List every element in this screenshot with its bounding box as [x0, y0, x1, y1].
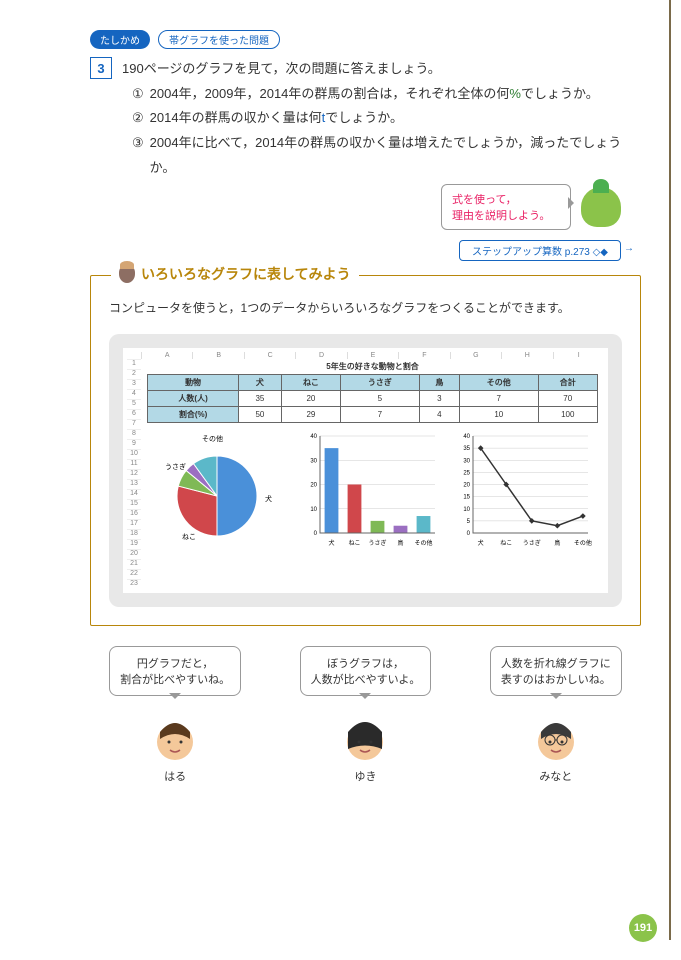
- svg-text:ねこ: ねこ: [348, 540, 360, 547]
- svg-text:うさぎ: うさぎ: [368, 539, 386, 547]
- svg-text:10: 10: [310, 507, 317, 513]
- svg-text:15: 15: [463, 495, 470, 501]
- svg-text:0: 0: [467, 531, 471, 537]
- svg-text:うさぎ: うさぎ: [523, 539, 541, 547]
- sub-num: ③: [132, 131, 144, 180]
- sub-num: ①: [132, 82, 144, 107]
- svg-text:ねこ: ねこ: [500, 540, 512, 547]
- spreadsheet: ABCDEFGHI 123456789101112131415161718192…: [109, 334, 622, 607]
- svg-text:うさぎ: うさぎ: [165, 462, 186, 471]
- svg-text:0: 0: [314, 531, 318, 537]
- char-face: [340, 714, 390, 764]
- svg-text:犬: 犬: [478, 539, 484, 547]
- svg-text:鳥: 鳥: [397, 539, 403, 547]
- question-number: 3: [90, 57, 112, 79]
- hint-line1: 式を使って，: [452, 191, 560, 207]
- svg-text:40: 40: [463, 434, 470, 440]
- bar-chart: 0 10 20 30 40 犬 ねこ うさぎ 鳥 その他: [300, 431, 445, 551]
- svg-text:ねこ: ねこ: [182, 533, 196, 541]
- sub-num: ②: [132, 106, 144, 131]
- sub-text: 2004年，2009年，2014年の群馬の割合は，それぞれ全体の何%でしょうか。: [150, 82, 599, 107]
- char-name: はる: [164, 768, 186, 784]
- char-face: [531, 714, 581, 764]
- svg-text:30: 30: [463, 458, 470, 464]
- acorn-icon: [119, 265, 135, 283]
- char-bubble: 円グラフだと，割合が比べやすいね。: [109, 646, 241, 696]
- svg-text:20: 20: [310, 483, 317, 489]
- tashikame-badge: たしかめ: [90, 30, 150, 49]
- svg-text:40: 40: [310, 434, 317, 440]
- svg-text:5: 5: [467, 519, 471, 525]
- svg-text:その他: その他: [414, 539, 432, 547]
- char-name: ゆき: [354, 768, 376, 784]
- svg-text:犬: 犬: [265, 494, 272, 503]
- graph-panel: いろいろなグラフに表してみよう コンピュータを使うと，1つのデータからいろいろな…: [90, 275, 641, 626]
- line-chart: 0 5 10 15 20 25 30 35 40 犬 ねこ うさぎ 鳥 その他: [453, 431, 598, 551]
- data-table: 動物犬ねこうさぎ鳥その他合計 人数(人)352053770 割合(%)50297…: [147, 374, 598, 423]
- svg-text:30: 30: [310, 458, 317, 464]
- sub-text: 2004年に比べて，2014年の群馬の収かく量は増えたでしょうか，減ったでしょう…: [150, 131, 641, 180]
- hint-bubble: 式を使って， 理由を説明しよう。: [441, 184, 571, 230]
- svg-text:35: 35: [463, 446, 470, 452]
- table-title: 5年生の好きな動物と割合: [147, 361, 598, 372]
- svg-text:その他: その他: [202, 434, 223, 443]
- svg-text:その他: その他: [574, 539, 592, 547]
- hint-line2: 理由を説明しよう。: [452, 207, 560, 223]
- pie-chart: うさぎ その他犬ねこ: [147, 431, 292, 551]
- svg-text:犬: 犬: [328, 539, 334, 547]
- page-number: 191: [629, 914, 657, 942]
- char-bubble: ぼうグラフは，人数が比べやすいよ。: [300, 646, 432, 696]
- char-bubble: 人数を折れ線グラフに表すのはおかしいね。: [490, 646, 622, 696]
- panel-title: いろいろなグラフに表してみよう: [141, 264, 351, 284]
- topic-tag: 帯グラフを使った問題: [158, 30, 280, 49]
- stepup-link: ステップアップ算数 p.273 ◇◆: [459, 240, 621, 261]
- mascot-icon: [581, 187, 621, 227]
- sub-text: 2014年の群馬の収かく量は何tでしょうか。: [150, 106, 403, 131]
- svg-text:20: 20: [463, 483, 470, 489]
- svg-text:鳥: 鳥: [554, 539, 560, 547]
- question-intro: 190ページのグラフを見て，次の問題に答えましょう。: [122, 57, 641, 82]
- char-face: [150, 714, 200, 764]
- svg-text:25: 25: [463, 470, 470, 476]
- char-name: みなと: [539, 768, 572, 784]
- svg-text:10: 10: [463, 507, 470, 513]
- panel-intro: コンピュータを使うと，1つのデータからいろいろなグラフをつくることができます。: [109, 298, 622, 320]
